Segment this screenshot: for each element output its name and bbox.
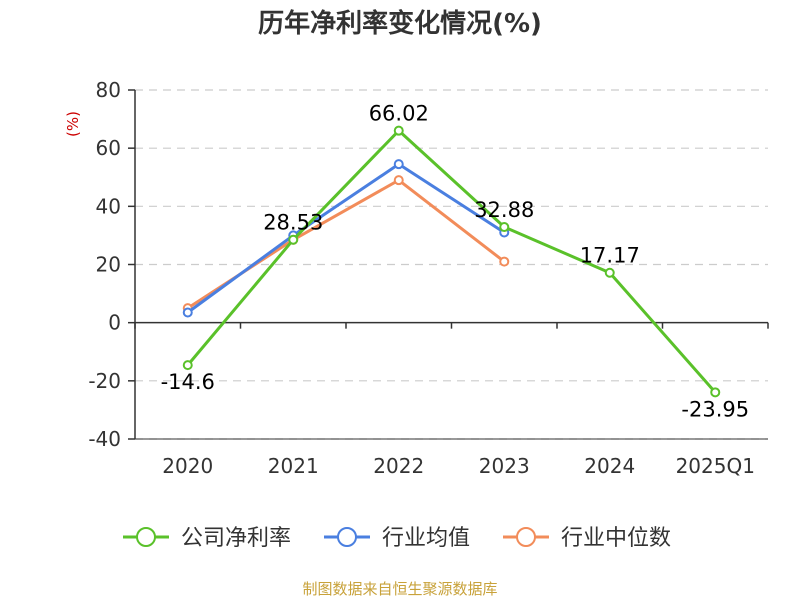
legend-label: 公司净利率 [181,526,291,551]
legend-label: 行业均值 [382,526,470,551]
data-point[interactable] [499,222,510,233]
data-label-layer: -14.6 28.53 66.02 32.88 17.17 -23.95 [161,102,750,422]
data-label: -23.95 [681,397,749,421]
series-line [186,162,506,314]
y-tick-label: 0 [108,311,121,335]
grid-layer [135,89,768,440]
data-point[interactable] [182,360,193,371]
data-point[interactable] [288,234,299,245]
legend-item[interactable]: 公司净利率 [123,526,291,551]
data-label: 17.17 [580,244,640,268]
x-tick-label: 2022 [373,454,424,478]
y-axis-label: (%) [64,111,82,137]
y-tick-label: 80 [96,78,121,102]
data-point[interactable] [499,256,510,267]
y-tick-label: -40 [88,427,121,451]
x-tick-label: 2021 [268,454,319,478]
x-tick-label: 2025Q1 [676,454,755,478]
legend-marker [516,527,536,547]
x-tick-label: 2020 [162,454,213,478]
legend-label: 行业中位数 [561,526,671,551]
source-footer: 制图数据来自恒生聚源数据库 [302,580,497,598]
data-label: 32.88 [474,198,534,222]
data-point[interactable] [393,159,404,170]
legend-item[interactable]: 行业中位数 [503,526,671,551]
y-tick-label: 60 [96,136,121,160]
data-point[interactable] [393,125,404,136]
data-point[interactable] [393,175,404,186]
x-tick-label: 2023 [479,454,530,478]
data-label: -14.6 [161,370,215,394]
legend-marker [136,527,156,547]
chart-title: 历年净利率变化情况(%) [258,8,542,39]
data-point[interactable] [710,387,721,398]
series-line [186,129,717,394]
y-tick-label: -20 [88,369,121,393]
series-layer [182,125,721,398]
data-point[interactable] [604,267,615,278]
y-tick-label: 20 [96,253,121,277]
y-tick-label: 40 [96,194,121,218]
data-label: 66.02 [369,102,429,126]
data-label: 28.53 [263,211,323,235]
data-point[interactable] [182,307,193,318]
legend[interactable]: 公司净利率 行业均值 行业中位数 [123,526,671,551]
series-2 [182,175,510,314]
legend-item[interactable]: 行业均值 [324,526,470,551]
legend-marker [337,527,357,547]
series-0 [182,125,721,398]
x-tick-label: 2024 [584,454,635,478]
axis-layer: 80 60 40 20 0 -20 -40 2020 2021 2022 2023 2024 2025Q… [88,78,769,478]
